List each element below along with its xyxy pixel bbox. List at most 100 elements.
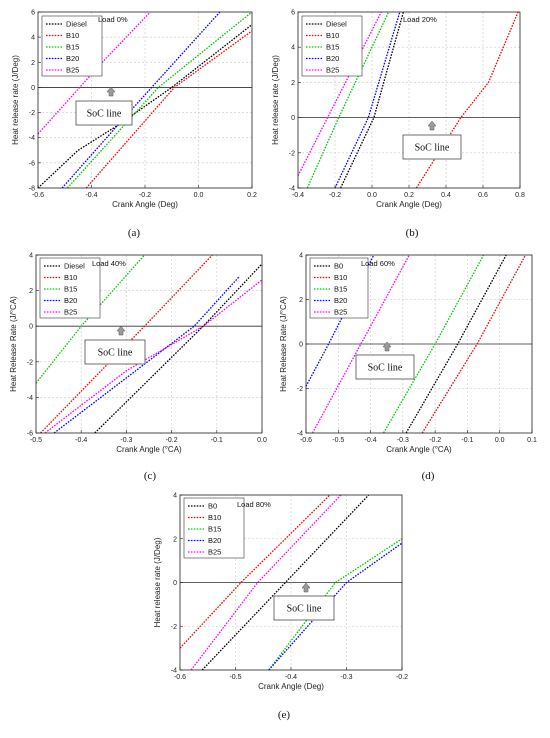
series-line-b15 (66, 11, 253, 189)
load-annotation: Load 60% (361, 259, 395, 268)
soc-label: SoC line (287, 604, 322, 615)
y-axis-label: Heat release rate (J/Deg) (11, 55, 20, 145)
legend: B0 B10 B15 B20 B25 (309, 257, 369, 319)
x-tick-label: -0.1 (461, 437, 473, 444)
series-line-b20 (53, 275, 240, 434)
x-tick-label: 0.1 (527, 437, 537, 444)
y-tick-label: 0 (29, 324, 33, 331)
y-tick-label: -4 (27, 395, 33, 402)
legend-label: Diesel (66, 20, 87, 29)
y-tick-label: 0 (173, 580, 177, 587)
series-line-b10 (40, 254, 213, 434)
x-tick-label: 0.0 (495, 437, 505, 444)
y-tick-label: -6 (27, 431, 33, 438)
series-line-b15 (268, 538, 403, 671)
x-tick-label: 0.0 (367, 192, 377, 199)
y-tick-label: 4 (291, 45, 295, 52)
legend-label: B15 (334, 285, 347, 294)
legend-label: B15 (208, 525, 221, 534)
y-axis-label: Heat release rate (J/Deg) (153, 537, 162, 627)
panel-caption: (e) (278, 709, 291, 721)
x-axis-label: Crank Angle (Deg) (376, 200, 442, 209)
legend: B0 B10 B15 B20 B25 (183, 497, 245, 559)
x-tick-label: 0.0 (194, 192, 204, 199)
y-tick-label: -2 (29, 110, 35, 117)
y-tick-label: 0 (291, 115, 295, 122)
chart-panel-5: -0.6 -0.5 -0.4 -0.3 -0.2 -4 -2 0 2 4 Crank Angle (… (153, 493, 408, 722)
chart-panel-2: -0.4 -0.2 0.0 0.2 0.4 0.6 0.8 -4 -2 0 2 4 6 Crank Ang… (271, 10, 525, 240)
series-line-b0 (201, 494, 370, 671)
legend-label: B20 (66, 54, 79, 63)
x-tick-label: -0.2 (329, 192, 341, 199)
legend-label: B10 (66, 31, 79, 40)
panel-caption: (b) (406, 227, 419, 239)
up-arrow-icon (427, 120, 437, 131)
x-tick-label: -0.4 (365, 437, 377, 444)
chart-panel-1: -0.6 -0.4 -0.2 0.0 0.2 -8 -6 -4 -2 0 2 4 6 Crank Angl… (11, 10, 257, 240)
series-line-diesel (94, 263, 263, 434)
series-line-b15 (382, 254, 485, 434)
legend-label: B25 (326, 66, 339, 75)
axes-frame (35, 254, 263, 434)
legend-label: B20 (64, 296, 77, 305)
x-tick-label: -0.4 (292, 192, 304, 199)
soc-label: SoC line (87, 109, 122, 120)
x-tick-label: -0.2 (429, 437, 441, 444)
legend-box (301, 15, 363, 77)
x-tick-label: -0.1 (211, 437, 223, 444)
up-arrow-icon (106, 86, 116, 97)
series-line-b20 (334, 11, 401, 189)
legend-label: B20 (208, 536, 221, 545)
y-tick-label: 0 (31, 85, 35, 92)
soc-label-box (75, 100, 133, 126)
x-tick-label: 0.4 (441, 192, 451, 199)
series-line-b15 (306, 11, 390, 189)
y-tick-label: -2 (289, 150, 295, 157)
x-tick-label: -0.2 (139, 192, 151, 199)
legend-label: B0 (334, 262, 343, 271)
load-annotation: Load 40% (92, 259, 126, 268)
y-tick-label: 4 (29, 253, 33, 260)
panel-caption: (c) (144, 470, 157, 482)
x-axis-label: Crank Angle (°CA) (116, 445, 182, 454)
y-axis-label: Heat release rate (J/Deg) (271, 55, 280, 145)
series-line-b25 (297, 11, 382, 176)
y-tick-label: 2 (299, 297, 303, 304)
series-line-b20 (268, 542, 403, 671)
up-arrow-icon (116, 325, 126, 336)
up-arrow-icon (382, 341, 392, 352)
legend-label: B25 (64, 308, 77, 317)
legend-label: B20 (326, 54, 339, 63)
soc-label: SoC line (415, 143, 450, 154)
series-line-b10 (85, 30, 253, 189)
y-tick-label: 4 (299, 253, 303, 260)
legend-box (41, 15, 103, 77)
y-tick-label: -2 (171, 624, 177, 631)
y-tick-label: -8 (29, 186, 35, 193)
legend-label: B10 (208, 513, 221, 522)
series-line-b10 (179, 494, 331, 649)
y-tick-label: -2 (27, 359, 33, 366)
soc-label: SoC line (368, 363, 403, 374)
x-tick-label: -0.3 (397, 437, 409, 444)
x-tick-label: 0.8 (515, 192, 525, 199)
load-annotation: Load 0% (98, 15, 128, 24)
series-line-b25 (311, 254, 410, 434)
y-tick-label: -6 (29, 160, 35, 167)
y-tick-label: 2 (29, 288, 33, 295)
y-tick-label: -2 (297, 386, 303, 393)
y-tick-label: 0 (299, 342, 303, 349)
y-axis-label: Heat Release Rate (J/°CA) (9, 296, 18, 392)
legend-label: B20 (334, 296, 347, 305)
legend-label: B0 (208, 502, 217, 511)
legend: Diesel B10 B15 B20 B25 (39, 257, 101, 319)
legend-label: B25 (208, 548, 221, 557)
y-tick-label: 4 (173, 493, 177, 500)
x-tick-label: -0.3 (340, 674, 352, 681)
chart-panel-3: -0.5 -0.4 -0.3 -0.2 -0.1 0.0 -6 -4 -2 0 2 4 Crank An… (9, 253, 267, 483)
legend-label: Diesel (64, 262, 85, 271)
legend-box (309, 257, 369, 319)
legend: Diesel B10 B15 B20 B25 (301, 15, 363, 77)
soc-label-box (402, 134, 462, 160)
